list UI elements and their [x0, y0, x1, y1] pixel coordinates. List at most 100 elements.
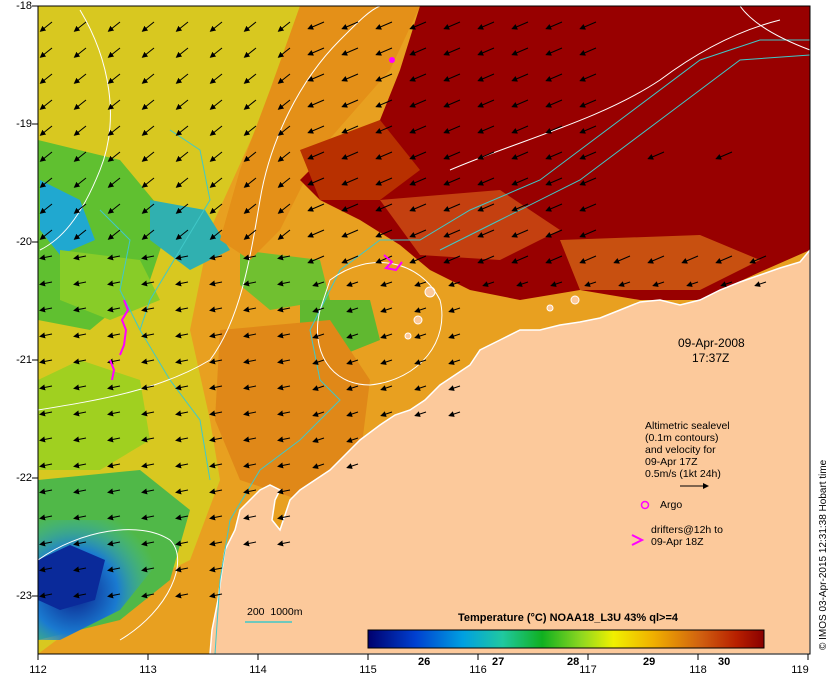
time-label: 17:37Z [692, 351, 730, 365]
velocity-arrow [243, 177, 257, 188]
velocity-vectors [39, 21, 767, 599]
velocity-arrow [141, 306, 155, 313]
velocity-arrow [409, 125, 427, 134]
velocity-arrow [277, 125, 291, 136]
velocity-arrow [107, 410, 121, 417]
velocity-arrow [346, 333, 359, 339]
velocity-arrow [375, 229, 393, 238]
velocity-arrow [243, 203, 257, 214]
velocity-arrow [443, 99, 461, 108]
velocity-arrow [73, 488, 87, 495]
velocity-arrow [39, 254, 53, 261]
velocity-arrow [277, 177, 291, 188]
velocity-arrow [414, 385, 427, 391]
velocity-arrow [375, 177, 393, 186]
velocity-arrow [341, 99, 359, 108]
velocity-arrow [141, 151, 155, 162]
velocity-arrow [209, 125, 223, 136]
velocity-arrow [39, 229, 53, 240]
velocity-arrow [414, 281, 427, 287]
x-tick-label: 115 [359, 664, 377, 676]
velocity-arrow [209, 229, 223, 240]
velocity-arrow [209, 514, 223, 521]
velocity-arrow [175, 47, 189, 58]
velocity-arrow [209, 410, 223, 417]
velocity-arrow [511, 21, 529, 30]
velocity-arrow [209, 592, 223, 599]
velocity-arrow [312, 333, 325, 339]
velocity-arrow [141, 384, 155, 391]
velocity-arrow [107, 436, 121, 443]
velocity-arrow [346, 385, 359, 391]
velocity-arrow [141, 358, 155, 365]
y-tick-label: -18 [16, 0, 32, 12]
velocity-arrow [715, 255, 733, 264]
velocity-arrow [243, 229, 257, 240]
velocity-arrow [579, 99, 597, 108]
velocity-arrow [73, 125, 87, 136]
velocity-arrow [73, 332, 87, 339]
velocity-arrow [448, 307, 461, 313]
velocity-arrow [720, 281, 733, 287]
x-tick-label: 113 [139, 664, 157, 676]
velocity-arrow [243, 125, 257, 136]
velocity-arrow [209, 306, 223, 313]
velocity-arrow [443, 203, 461, 212]
velocity-arrow [409, 177, 427, 186]
velocity-arrow [307, 255, 325, 264]
velocity-arrow [39, 280, 53, 287]
sealevel-legend-line: 0.5m/s (1kt 24h) [645, 468, 721, 480]
depth-legend-label: 200 1000m [247, 606, 303, 618]
velocity-arrow [545, 99, 563, 108]
velocity-arrow [277, 254, 291, 261]
velocity-arrow [175, 125, 189, 136]
velocity-arrow [443, 229, 461, 238]
velocity-arrow [448, 359, 461, 365]
velocity-arrow [39, 177, 53, 188]
y-tick-label: -21 [16, 354, 32, 366]
velocity-arrow [73, 73, 87, 84]
x-tick-label: 118 [689, 664, 707, 676]
velocity-arrow [39, 566, 53, 573]
velocity-arrow [175, 410, 189, 417]
velocity-arrow [73, 384, 87, 391]
velocity-arrow [141, 566, 155, 573]
velocity-arrow [477, 177, 495, 186]
velocity-arrow [73, 177, 87, 188]
velocity-arrow [618, 281, 631, 287]
velocity-arrow [175, 592, 189, 599]
velocity-arrow [579, 151, 597, 160]
velocity-arrow [312, 437, 325, 443]
velocity-arrow [409, 21, 427, 30]
x-tick-label: 117 [579, 664, 597, 676]
velocity-arrow [39, 384, 53, 391]
velocity-arrow [346, 437, 359, 443]
velocity-arrow [107, 21, 121, 32]
axis-ticks [32, 5, 809, 660]
velocity-arrow [243, 410, 257, 417]
velocity-arrow [39, 410, 53, 417]
velocity-arrow [175, 177, 189, 188]
colorbar-tick: 30 [718, 656, 731, 668]
velocity-arrow [141, 280, 155, 287]
velocity-arrow [448, 333, 461, 339]
velocity-arrow [209, 99, 223, 110]
velocity-arrow [277, 229, 291, 240]
velocity-arrow [346, 463, 359, 469]
velocity-arrow [647, 255, 665, 264]
velocity-arrow [73, 280, 87, 287]
velocity-arrow [243, 254, 257, 261]
velocity-arrow [107, 151, 121, 162]
velocity-arrow [307, 177, 325, 186]
velocity-arrow [477, 203, 495, 212]
velocity-arrow [409, 73, 427, 82]
velocity-arrow [107, 462, 121, 469]
velocity-arrow [579, 203, 597, 212]
colorbar-tick: 28 [567, 656, 580, 668]
velocity-arrow [307, 151, 325, 160]
velocity-arrow [209, 280, 223, 287]
velocity-arrow [243, 462, 257, 469]
velocity-arrow [613, 255, 631, 264]
velocity-arrow [277, 358, 291, 365]
velocity-arrow [414, 359, 427, 365]
